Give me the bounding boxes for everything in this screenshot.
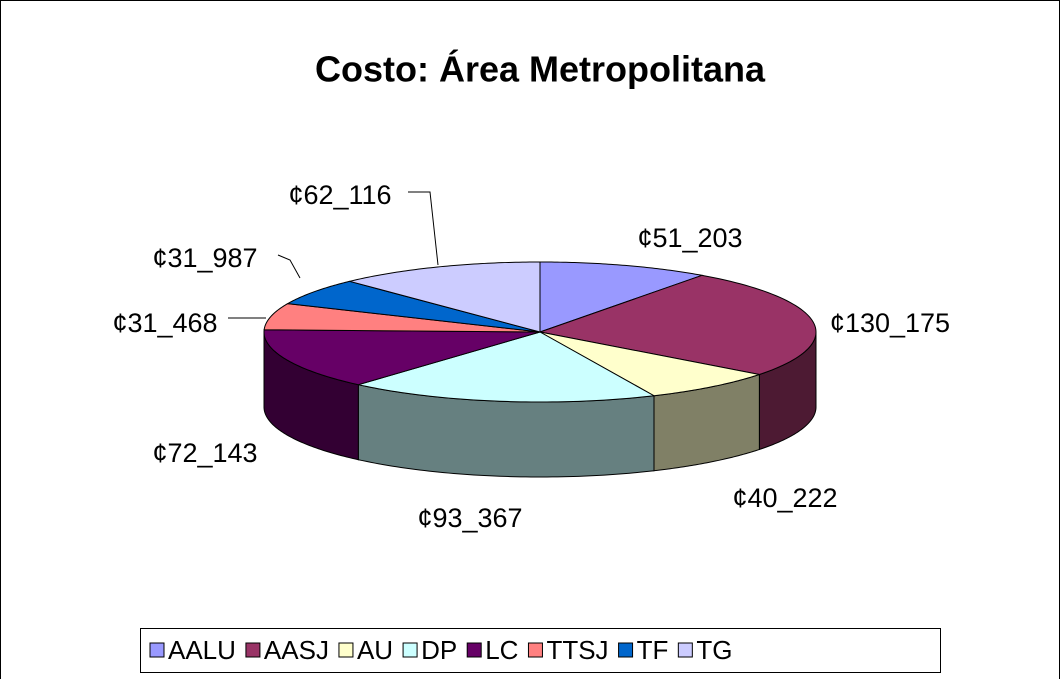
- legend-label: LC: [485, 635, 518, 665]
- pie-slice: [263, 329, 541, 386]
- pie-slice: [539, 261, 705, 333]
- data-label: ¢93_367: [417, 503, 522, 533]
- legend-swatch: [338, 642, 354, 658]
- data-label: ¢72_143: [152, 438, 257, 468]
- legend: AALU AASJ AU DP LC TTSJ TF TG: [140, 628, 941, 673]
- legend-swatch: [466, 642, 482, 658]
- data-label: ¢40_222: [732, 483, 837, 513]
- legend-label: TF: [637, 635, 669, 665]
- pie-slice: [358, 331, 656, 403]
- leader-line: [408, 191, 439, 266]
- data-label: ¢31_468: [112, 308, 217, 338]
- legend-label: TG: [696, 635, 732, 665]
- pie-slice: [539, 331, 762, 397]
- leader-line: [277, 254, 301, 279]
- legend-swatch: [618, 642, 634, 658]
- legend-label: AU: [357, 635, 393, 665]
- data-label: ¢130_175: [830, 308, 950, 338]
- pie-slice: [538, 274, 817, 375]
- legend-swatch: [527, 642, 543, 658]
- pie-slice: [263, 303, 541, 333]
- data-label: ¢31_987: [152, 243, 257, 273]
- pie-slice: [349, 261, 541, 333]
- legend-label: DP: [421, 635, 457, 665]
- chart-title: Costo: Área Metropolitana: [315, 49, 766, 90]
- legend-swatch: [149, 642, 165, 658]
- pie-slice: [286, 280, 541, 333]
- legend-label: AASJ: [264, 635, 329, 665]
- legend-swatch: [677, 642, 693, 658]
- data-label: ¢62_116: [288, 180, 391, 210]
- legend-swatch: [245, 642, 261, 658]
- legend-swatch: [402, 642, 418, 658]
- legend-label: TTSJ: [546, 635, 608, 665]
- legend-label: AALU: [168, 635, 236, 665]
- data-label: ¢51_203: [637, 223, 742, 253]
